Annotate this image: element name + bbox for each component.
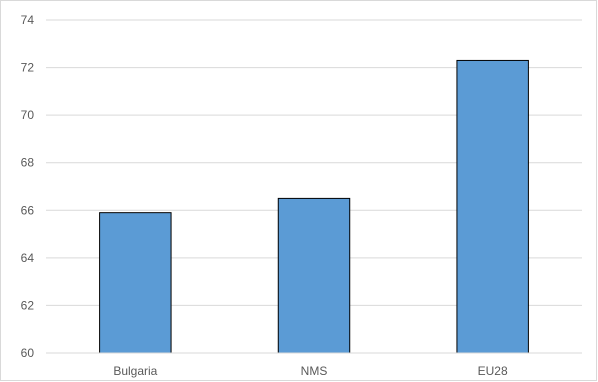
x-tick-label: NMS [301,364,328,378]
bar-nms [277,197,351,354]
y-tick-label: 62 [21,298,35,312]
y-tick-label: 60 [21,346,35,360]
x-axis-ticks: Bulgaria NMS EU28 [113,364,508,378]
bar-bulgaria [99,212,172,354]
y-axis-ticks: 60 62 64 66 68 70 72 74 [21,13,35,360]
bar-eu28 [456,59,529,354]
y-tick-label: 70 [21,108,35,122]
x-tick-label: EU28 [478,364,508,378]
y-tick-label: 68 [21,156,35,170]
bars [99,59,529,354]
y-tick-label: 72 [21,61,35,75]
y-tick-label: 66 [21,203,35,217]
y-tick-label: 64 [21,251,35,265]
x-tick-label: Bulgaria [113,364,157,378]
y-tick-label: 74 [21,13,35,27]
